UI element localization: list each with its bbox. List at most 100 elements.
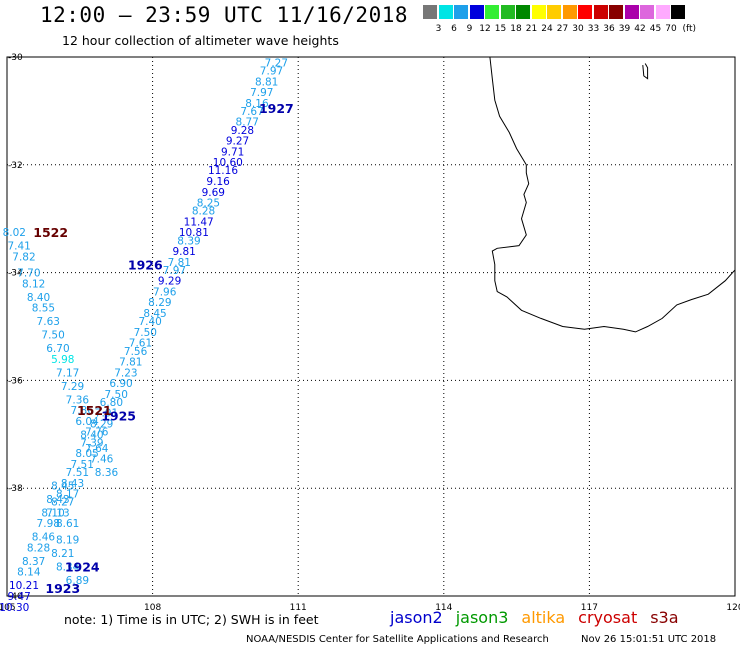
satellite-name: jason3	[455, 608, 509, 627]
legend-swatch	[500, 5, 516, 19]
swh-value-label: 5.98	[51, 354, 74, 366]
latitude-tick-label: -30	[8, 53, 23, 63]
pass-time-label: 1521	[77, 403, 112, 418]
swh-value-label: 8.19	[56, 534, 79, 546]
swh-value-label: 9.69	[202, 187, 225, 199]
swh-value-label: 8.17	[56, 489, 79, 501]
legend-label: 33	[587, 24, 600, 34]
legend-swatch	[438, 5, 454, 19]
swh-value-label: 7.98	[37, 518, 60, 530]
latitude-tick-label: -40	[8, 592, 23, 602]
swh-value-label: 8.05	[75, 448, 98, 460]
swh-value-label: 8.27	[51, 497, 74, 509]
satellite-name: cryosat	[578, 608, 638, 627]
swh-value-label: 11.16	[208, 165, 238, 177]
legend-label: 30	[572, 24, 584, 34]
swh-value-label: 8.36	[95, 467, 119, 479]
swh-value-label: 7.67	[240, 106, 263, 118]
longitude-tick-label: 114	[435, 603, 452, 613]
swh-value-label: 7.36	[66, 394, 90, 406]
legend-label: 3	[435, 24, 442, 34]
swh-value-label: 7.29	[61, 381, 84, 393]
swh-value-label: 7.40	[138, 316, 161, 328]
legend-label: 27	[556, 24, 569, 34]
legend-label: 36	[603, 24, 615, 34]
legend-swatch	[609, 5, 624, 19]
swh-value-label: 7.39	[80, 437, 103, 449]
swh-value-label: 7.51	[71, 459, 94, 471]
legend-swatch	[655, 5, 671, 19]
island-outline	[642, 63, 649, 80]
swh-value-label: 7.97	[260, 65, 283, 77]
swh-value-label: 8.37	[22, 556, 45, 568]
swh-value-label: 6.80	[100, 397, 123, 409]
longitude-tick-label: 105	[0, 603, 16, 613]
units-note: note: 1) Time is in UTC; 2) SWH is in fe…	[64, 612, 319, 627]
legend-swatch	[578, 5, 593, 19]
swh-value-label: 7.56	[124, 346, 148, 358]
legend-label: 6	[451, 24, 457, 34]
map-title: 12:00 – 23:59 UTC 11/16/2018	[40, 3, 409, 27]
swh-value-label: 8.25	[197, 198, 220, 210]
swh-value-label: 8.10	[41, 507, 64, 519]
longitude-tick-label: 111	[290, 603, 307, 613]
pass-time-label: 1924	[65, 559, 100, 574]
swh-value-label: 8.81	[255, 76, 278, 88]
pass-time-label: 1927	[259, 101, 294, 116]
swh-value-label: 9.81	[172, 246, 195, 258]
pass-time-label: 1923	[45, 581, 80, 596]
satellite-legend: jason2 jason3 altika cryosat s3a	[390, 608, 692, 627]
swh-value-label: 6.90	[109, 378, 132, 390]
swh-value-label: 10.30	[0, 602, 29, 614]
legend-label: 24	[541, 24, 553, 34]
legend-swatch	[671, 5, 686, 19]
swh-value-label: 9.27	[226, 136, 249, 148]
swh-value-label: 7.13	[46, 507, 69, 519]
legend-label: 18	[510, 24, 522, 34]
footer-credit: NOAA/NESDIS Center for Satellite Applica…	[246, 634, 549, 645]
map-frame	[6, 56, 736, 597]
legend-swatch	[485, 5, 500, 19]
swh-value-label: 8.12	[22, 278, 45, 290]
swh-value-label: 8.28	[27, 542, 50, 554]
latitude-tick-label: -38	[8, 484, 23, 494]
legend-label: 21	[525, 24, 538, 34]
swh-value-label: 7.17	[56, 367, 79, 379]
swh-value-label: 8.29	[90, 419, 113, 431]
map-subtitle: 12 hour collection of altimeter wave hei…	[62, 33, 339, 48]
legend-label: 39	[618, 24, 631, 34]
swh-value-label: 8.16	[245, 98, 269, 110]
swh-value-label: 7.61	[129, 338, 152, 350]
swh-value-label: 9.47	[7, 591, 30, 603]
swh-value-label: 7.63	[37, 316, 60, 328]
swh-value-label: 7.41	[7, 241, 30, 253]
pass-time-label: 1926	[128, 258, 163, 273]
swh-value-label: 8.14	[17, 567, 41, 579]
legend-label: 45	[649, 24, 662, 34]
swh-value-label: 8.43	[61, 478, 84, 490]
legend-label: 70	[665, 24, 677, 34]
satellite-name: jason2	[390, 608, 443, 627]
swh-value-label: 8.28	[192, 206, 215, 218]
legend-swatch	[562, 5, 578, 19]
footer-timestamp: Nov 26 15:01:51 UTC 2018	[581, 634, 717, 645]
satellite-name: s3a	[650, 608, 679, 627]
legend-swatch	[531, 5, 547, 19]
swh-value-label: 7.46	[90, 454, 114, 466]
legend-swatch	[454, 5, 469, 19]
swh-value-label: 8.45	[51, 481, 74, 493]
swh-value-label: 8.34	[56, 561, 80, 573]
swh-value-label: 11.47	[184, 216, 214, 228]
swh-value-label: 7.81	[168, 257, 191, 269]
swh-value-label: 8.39	[177, 235, 200, 247]
longitude-tick-label: 117	[581, 603, 598, 613]
swh-value-label: 8.61	[56, 518, 79, 530]
swh-value-label: 8.77	[236, 117, 259, 129]
legend-unit: (ft)	[682, 24, 697, 34]
swh-value-label: 8.43	[46, 494, 69, 506]
swh-value-label: 8.55	[32, 303, 55, 315]
swh-value-label: 7.50	[134, 327, 157, 339]
swh-value-label: 7.51	[66, 467, 89, 479]
latitude-tick-label: -36	[8, 376, 23, 386]
